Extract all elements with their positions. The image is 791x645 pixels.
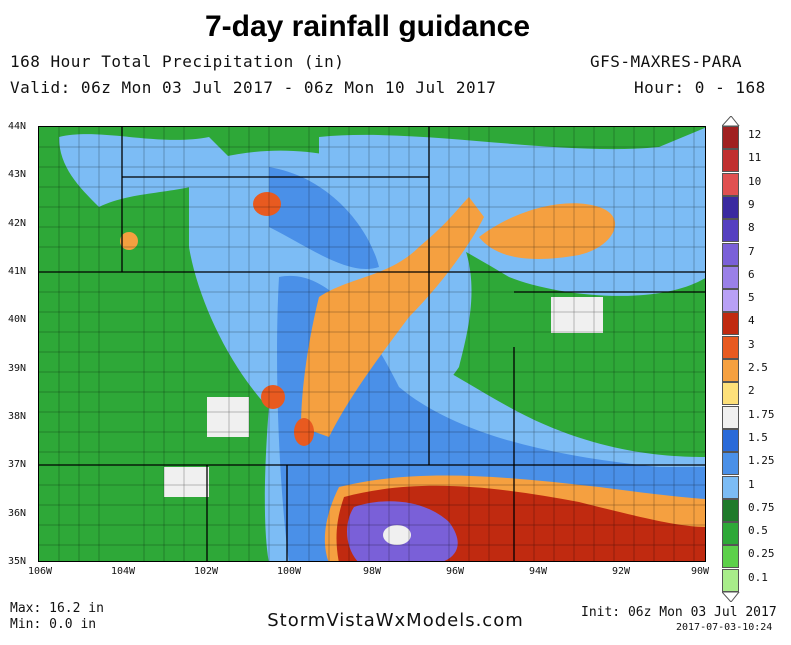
max-value: Max: 16.2 in [10,601,104,616]
valid-range-label: Valid: 06z Mon 03 Jul 2017 - 06z Mon 10 … [10,78,497,97]
colorbar-bottom-arrow [722,592,740,602]
lat-label: 42N [8,218,27,229]
forecast-hour-label: Hour: 0 - 168 [634,78,766,97]
colorbar-swatch [722,498,739,522]
lon-label: 98W [362,566,382,577]
colorbar-label: 2 [748,384,755,398]
lat-label: 44N [8,121,27,132]
colorbar-swatch [722,219,739,243]
lat-label: 40N [8,314,27,325]
colorbar-swatch [722,242,739,266]
colorbar-label: 1.5 [748,430,768,444]
lat-label: 43N [8,169,27,180]
precipitation-map [38,126,706,562]
colorbar-swatch [722,265,739,289]
colorbar-swatch [722,545,739,569]
colorbar-top-arrow [722,116,740,126]
lon-label: 96W [445,566,465,577]
colorbar-swatch [722,312,739,336]
lat-label: 37N [8,459,27,470]
colorbar-swatch [722,149,739,173]
lat-label: 41N [8,266,27,277]
colorbar-label: 10 [748,174,762,188]
colorbar-label: 11 [748,151,762,165]
lon-label: 104W [110,566,136,577]
colorbar-swatch [722,382,739,406]
colorbar-label: 3 [748,337,755,351]
lon-label: 106W [27,566,53,577]
lon-label: 90W [690,566,710,577]
colorbar-label: 1 [748,477,755,491]
lat-label: 35N [8,556,27,567]
page-title: 7-day rainfall guidance [204,10,531,43]
colorbar-swatch [722,475,739,499]
colorbar-swatch [722,428,739,452]
colorbar-swatch [722,335,739,359]
timestamp: 2017-07-03-10:24 [676,622,773,633]
colorbar-swatch [722,195,739,219]
model-label: GFS-MAXRES-PARA [590,52,742,71]
colorbar-label: 5 [748,291,755,305]
min-value: Min: 0.0 in [10,617,97,632]
precipitation-map-graphic [39,127,705,561]
colorbar-swatch [722,359,739,382]
colorbar-swatch [722,289,739,313]
init-time: Init: 06z Mon 03 Jul 2017 [581,605,777,620]
lat-label: 39N [8,363,27,374]
colorbar-swatch [722,522,739,546]
colorbar-label: 2.5 [748,361,768,374]
colorbar-label: 7 [748,244,755,258]
colorbar-swatch [722,568,739,592]
colorbar-swatch [722,405,739,429]
colorbar-label: 12 [748,128,762,141]
colorbar-label: 0.25 [748,547,775,561]
lon-label: 102W [193,566,219,577]
site-credit: StormVistaWxModels.com [267,610,524,631]
colorbar-label: 0.1 [748,570,768,584]
colorbar-label: 1.25 [748,454,775,468]
lat-label: 36N [8,508,27,519]
colorbar-label: 0.5 [748,524,768,538]
product-label: 168 Hour Total Precipitation (in) [10,52,345,71]
colorbar-label: 1.75 [748,407,775,421]
colorbar-label: 0.75 [748,500,775,514]
lon-label: 94W [528,566,548,577]
colorbar-swatch [722,172,739,196]
lon-label: 92W [611,566,631,577]
lon-label: 100W [276,566,302,577]
colorbar-label: 6 [748,267,755,281]
lat-label: 38N [8,411,27,422]
colorbar-swatch [722,126,739,149]
colorbar-label: 8 [748,221,755,235]
colorbar-swatch [722,452,739,476]
colorbar-label: 4 [748,314,755,328]
colorbar-label: 9 [748,197,755,211]
